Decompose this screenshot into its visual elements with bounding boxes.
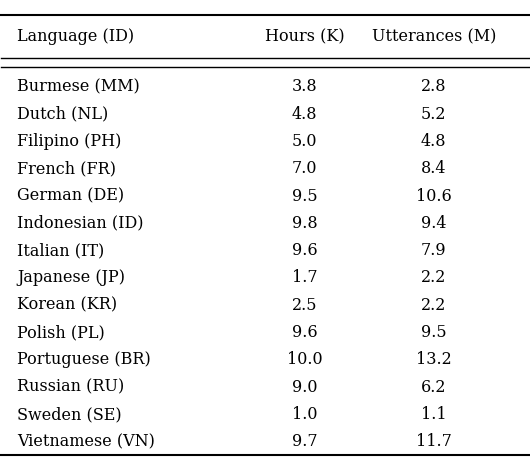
Text: 4.8: 4.8 [421,133,446,150]
Text: 9.5: 9.5 [292,187,317,205]
Text: 11.7: 11.7 [416,433,452,450]
Text: Burmese (MM): Burmese (MM) [17,78,140,96]
Text: 2.5: 2.5 [292,297,317,314]
Text: Indonesian (ID): Indonesian (ID) [17,215,144,232]
Text: 2.2: 2.2 [421,269,446,287]
Text: 4.8: 4.8 [292,106,317,123]
Text: Russian (RU): Russian (RU) [17,378,125,396]
Text: 7.9: 7.9 [421,242,446,259]
Text: 13.2: 13.2 [416,351,452,368]
Text: 9.8: 9.8 [292,215,317,232]
Text: Japanese (JP): Japanese (JP) [17,269,125,287]
Text: 10.0: 10.0 [287,351,322,368]
Text: Filipino (PH): Filipino (PH) [17,133,121,150]
Text: 1.1: 1.1 [421,406,446,423]
Text: 9.6: 9.6 [292,242,317,259]
Text: 8.4: 8.4 [421,160,446,177]
Text: French (FR): French (FR) [17,160,116,177]
Text: 5.2: 5.2 [421,106,446,123]
Text: Dutch (NL): Dutch (NL) [17,106,109,123]
Text: 9.6: 9.6 [292,324,317,341]
Text: 2.8: 2.8 [421,78,446,96]
Text: Italian (IT): Italian (IT) [17,242,104,259]
Text: 9.4: 9.4 [421,215,446,232]
Text: 7.0: 7.0 [292,160,317,177]
Text: 9.5: 9.5 [421,324,446,341]
Text: 10.6: 10.6 [416,187,452,205]
Text: 1.0: 1.0 [292,406,317,423]
Text: 5.0: 5.0 [292,133,317,150]
Text: Sweden (SE): Sweden (SE) [17,406,122,423]
Text: 6.2: 6.2 [421,378,446,396]
Text: 2.2: 2.2 [421,297,446,314]
Text: Hours (K): Hours (K) [264,28,345,45]
Text: Korean (KR): Korean (KR) [17,297,117,314]
Text: 9.0: 9.0 [292,378,317,396]
Text: German (DE): German (DE) [17,187,125,205]
Text: Portuguese (BR): Portuguese (BR) [17,351,151,368]
Text: Vietnamese (VN): Vietnamese (VN) [17,433,155,450]
Text: Polish (PL): Polish (PL) [17,324,105,341]
Text: 3.8: 3.8 [292,78,317,96]
Text: 9.7: 9.7 [292,433,317,450]
Text: Utterances (M): Utterances (M) [372,28,496,45]
Text: Language (ID): Language (ID) [17,28,134,45]
Text: 1.7: 1.7 [292,269,317,287]
